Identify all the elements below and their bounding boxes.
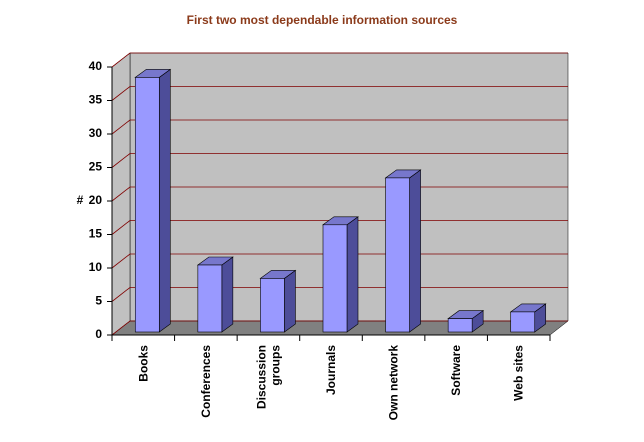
y-tick-label: 35 [89, 93, 103, 107]
y-tick-label: 15 [89, 227, 103, 241]
x-tick-label: Journals [324, 345, 338, 395]
bar [322, 216, 359, 333]
bar-front [260, 278, 285, 333]
bar-side [284, 269, 296, 333]
chart-title: First two most dependable information so… [187, 13, 458, 27]
y-tick-label: 40 [89, 59, 103, 73]
x-tick-label: Discussiongroups [254, 345, 282, 409]
grid-line [111, 320, 131, 336]
bar-side [346, 216, 359, 333]
grid-line [111, 119, 131, 135]
bar-side [158, 68, 171, 333]
x-tick-label: Conferences [199, 345, 213, 418]
bar [134, 68, 172, 333]
bar-front [134, 77, 160, 333]
y-tick-label: 5 [95, 294, 102, 308]
bar [447, 310, 485, 333]
x-tick-label: Software [449, 345, 463, 396]
x-tick-label: Web sites [512, 345, 526, 401]
bar-side [221, 256, 234, 333]
bar [259, 269, 297, 333]
bar-front [447, 318, 473, 333]
grid-line [111, 52, 131, 68]
grid-line [111, 86, 131, 101]
grid-line [111, 153, 131, 168]
bar [509, 303, 547, 333]
bar [384, 169, 422, 333]
x-tick-label: Books [136, 345, 150, 382]
bar-front [385, 177, 410, 333]
y-tick-label: 30 [89, 126, 103, 140]
bar-side [409, 169, 421, 333]
y-axis-label: # [77, 193, 84, 207]
bar-front [197, 264, 223, 333]
grid-line [111, 287, 131, 302]
y-tick-label: 20 [89, 193, 103, 207]
bar [196, 256, 234, 333]
y-tick-label: 10 [89, 260, 103, 274]
grid-line [111, 186, 131, 202]
grid-line [111, 220, 131, 235]
y-tick-label: 25 [89, 160, 103, 174]
y-tick-label: 0 [95, 327, 102, 341]
grid-line [111, 253, 131, 269]
bar-front [510, 311, 536, 333]
x-tick-label: Own network [387, 345, 401, 421]
bar-front [322, 224, 348, 333]
